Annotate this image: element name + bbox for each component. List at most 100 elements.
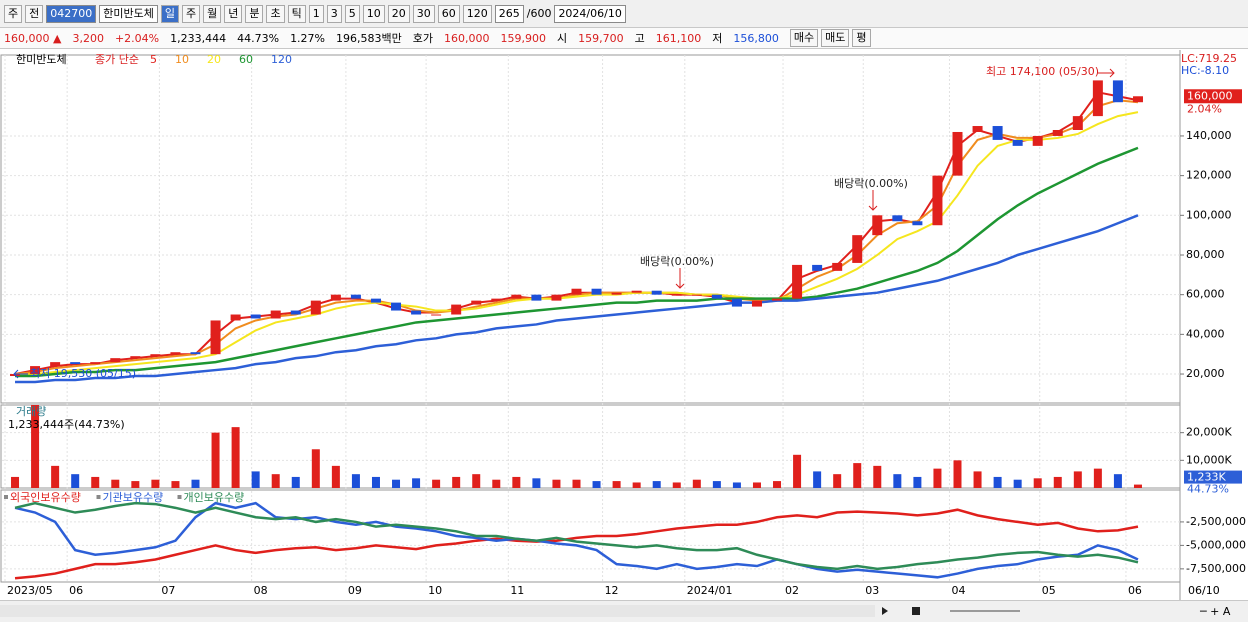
candle bbox=[852, 235, 863, 263]
volume-bar bbox=[251, 471, 260, 488]
scroll-right[interactable] bbox=[882, 607, 888, 615]
volume-bar bbox=[532, 478, 541, 488]
volume-bar bbox=[371, 476, 380, 488]
candle bbox=[531, 294, 542, 301]
period-button[interactable]: 년 bbox=[224, 4, 243, 23]
candle bbox=[90, 362, 101, 365]
stop[interactable] bbox=[912, 607, 920, 615]
x-tick-label: 05 bbox=[1042, 584, 1056, 597]
bar-count[interactable]: 265 bbox=[494, 4, 524, 23]
candle bbox=[711, 294, 722, 299]
volume-bar bbox=[712, 481, 721, 488]
count-button[interactable]: 120 bbox=[462, 4, 492, 23]
volume-bar bbox=[773, 481, 782, 488]
volume-bar bbox=[953, 460, 962, 488]
date-input[interactable]: 2024/06/10 bbox=[554, 4, 626, 23]
candle bbox=[671, 294, 682, 296]
candle bbox=[1052, 129, 1063, 136]
x-tick-label: 07 bbox=[161, 584, 175, 597]
y-tick-label: 20,000 bbox=[1186, 367, 1225, 380]
annotation-arrow bbox=[675, 268, 685, 289]
x-tick-label: 02 bbox=[785, 584, 799, 597]
volume-bar bbox=[853, 463, 862, 488]
legend-entry: 10 bbox=[175, 53, 189, 66]
volume-bar bbox=[973, 471, 982, 488]
volume-bar bbox=[813, 471, 822, 488]
order-button[interactable]: 매도 bbox=[821, 29, 850, 47]
candle bbox=[471, 300, 482, 305]
candle bbox=[892, 215, 903, 222]
volume-bar bbox=[1053, 476, 1062, 488]
candle bbox=[391, 302, 402, 311]
volume-bar bbox=[432, 479, 441, 488]
candle bbox=[431, 314, 442, 316]
candle bbox=[872, 215, 883, 236]
quote-bar: 160,000 ▲ 3,200 +2.04% 1,233,444 44.73% 1.27%… bbox=[0, 28, 1248, 49]
candle bbox=[952, 131, 963, 176]
panel-frame bbox=[0, 404, 1181, 489]
current-price-label: 160,000 bbox=[1187, 89, 1233, 102]
x-tick-label: 2023/05 bbox=[7, 584, 53, 597]
candle bbox=[210, 320, 221, 355]
order-button[interactable]: 매수 bbox=[789, 29, 819, 47]
legend-entry: 외국인보유수량 bbox=[10, 491, 81, 504]
count-button[interactable]: 60 bbox=[437, 4, 460, 23]
volume-bar bbox=[592, 481, 601, 488]
scroll-track[interactable] bbox=[0, 605, 875, 617]
candle bbox=[110, 358, 121, 363]
zoom-icons[interactable]: ─ + A bbox=[1199, 605, 1231, 618]
market-button[interactable]: 전 bbox=[25, 4, 44, 23]
candle bbox=[270, 310, 281, 319]
candle bbox=[130, 356, 141, 359]
period-button[interactable]: 틱 bbox=[287, 4, 306, 23]
candle bbox=[70, 362, 81, 365]
volume-bar bbox=[492, 479, 501, 488]
volume-bar bbox=[692, 479, 701, 488]
volume-bar bbox=[1073, 471, 1082, 488]
count-button[interactable]: 1 bbox=[308, 4, 324, 23]
quote-volume: 1,233,444 bbox=[170, 31, 227, 45]
count-button[interactable]: 20 bbox=[387, 4, 410, 23]
candle bbox=[611, 292, 622, 295]
candle bbox=[932, 175, 943, 226]
ma-line bbox=[14, 99, 1139, 376]
candle bbox=[370, 298, 381, 303]
panel-frame bbox=[0, 54, 1181, 404]
volume-bar bbox=[512, 476, 521, 488]
current-volume-rate: 44.73% bbox=[1187, 483, 1229, 496]
legend-entry: 개인보유수량 bbox=[184, 491, 245, 504]
period-button[interactable]: 주 bbox=[181, 4, 201, 23]
legend-swatch bbox=[96, 495, 101, 499]
candle bbox=[350, 294, 361, 299]
quote-turnover: 44.73% bbox=[237, 31, 280, 45]
count-button[interactable]: 3 bbox=[326, 4, 342, 23]
count-button[interactable]: 10 bbox=[362, 4, 385, 23]
scroll-controls: ─ + A bbox=[0, 605, 1231, 618]
y-tick-label: 60,000 bbox=[1186, 288, 1225, 301]
volume-bar bbox=[452, 476, 461, 488]
panel-title: 거래량 bbox=[16, 405, 46, 418]
period-button[interactable]: 일 bbox=[160, 4, 179, 23]
ma-line bbox=[14, 508, 1139, 580]
candle bbox=[1132, 96, 1143, 103]
market-button[interactable]: 주 bbox=[4, 4, 23, 23]
stock-label: 한미반도체 bbox=[16, 53, 67, 66]
quote-price: 160,000 ▲ bbox=[4, 31, 62, 45]
volume-bar bbox=[131, 481, 140, 488]
candle bbox=[190, 352, 201, 355]
count-button[interactable]: 30 bbox=[412, 4, 435, 23]
volume-bar bbox=[111, 479, 120, 488]
order-button[interactable]: 평 bbox=[852, 29, 871, 47]
period-button[interactable]: 분 bbox=[245, 4, 264, 23]
period-button[interactable]: 초 bbox=[266, 4, 285, 23]
quote-ask: 160,000 bbox=[444, 31, 490, 45]
count-button[interactable]: 5 bbox=[344, 4, 360, 23]
code-input[interactable]: 042700 bbox=[46, 4, 97, 23]
candle bbox=[832, 262, 843, 271]
quote-open: 159,700 bbox=[578, 31, 624, 45]
candle bbox=[1032, 135, 1043, 146]
period-button[interactable]: 월 bbox=[203, 4, 222, 23]
legend-entry: 5 bbox=[150, 53, 157, 66]
x-tick-label: 04 bbox=[951, 584, 965, 597]
